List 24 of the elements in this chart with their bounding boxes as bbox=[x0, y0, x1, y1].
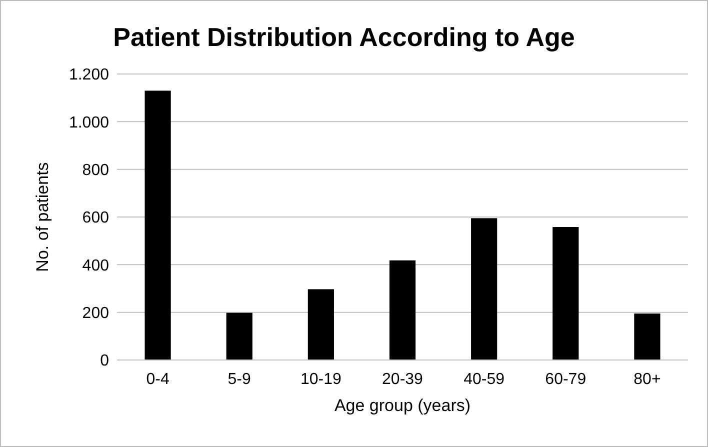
x-tick-label: 10-19 bbox=[300, 371, 342, 388]
x-tick-label: 5-9 bbox=[228, 371, 252, 388]
bar bbox=[634, 314, 660, 360]
x-tick-label: 80+ bbox=[634, 371, 661, 388]
x-tick-label: 40-59 bbox=[464, 371, 505, 388]
bar bbox=[144, 90, 171, 360]
y-tick-label: 800 bbox=[82, 162, 110, 179]
bar bbox=[226, 312, 252, 360]
x-tick-label: 20-39 bbox=[382, 371, 424, 388]
bar bbox=[389, 260, 416, 360]
y-tick-label: 600 bbox=[82, 210, 110, 227]
chart-title: Patient Distribution According to Age bbox=[113, 22, 575, 52]
x-tick-label: 60-79 bbox=[545, 371, 586, 388]
y-tick-label: 400 bbox=[82, 257, 110, 274]
y-tick-label: 1.000 bbox=[68, 114, 110, 132]
x-axis-title: Age group (years) bbox=[334, 396, 471, 415]
bar bbox=[552, 227, 579, 360]
x-tick-label: 0-4 bbox=[146, 371, 170, 388]
y-tick-label: 0 bbox=[100, 352, 110, 370]
y-axis-title: No. of patients bbox=[33, 162, 52, 272]
y-tick-label: 1.200 bbox=[68, 66, 110, 84]
bar bbox=[308, 289, 334, 360]
bar bbox=[471, 218, 498, 360]
y-tick-label: 200 bbox=[82, 304, 110, 322]
